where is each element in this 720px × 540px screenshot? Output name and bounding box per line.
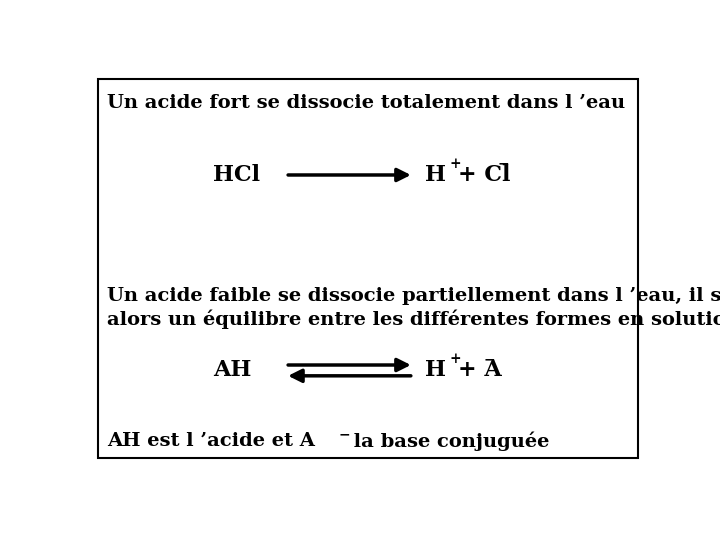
Text: la base conjuguée: la base conjuguée: [347, 431, 549, 451]
Text: Un acide fort se dissocie totalement dans l ’eau: Un acide fort se dissocie totalement dan…: [107, 94, 625, 112]
Text: H: H: [425, 360, 446, 381]
Text: +: +: [449, 352, 461, 366]
Text: AH est l ’acide et A: AH est l ’acide et A: [107, 432, 315, 450]
Text: −: −: [498, 157, 509, 171]
Text: H: H: [425, 164, 446, 186]
Text: Un acide faible se dissocie partiellement dans l ’eau, il s ’établit
alors un éq: Un acide faible se dissocie partiellemen…: [107, 285, 720, 329]
Text: + Cl: + Cl: [459, 164, 510, 186]
Text: AH: AH: [213, 360, 251, 381]
Text: −: −: [484, 352, 495, 366]
Text: + A: + A: [459, 360, 502, 381]
Text: HCl: HCl: [213, 164, 260, 186]
Text: −: −: [338, 427, 350, 441]
FancyBboxPatch shape: [99, 79, 638, 458]
Text: +: +: [449, 157, 461, 171]
